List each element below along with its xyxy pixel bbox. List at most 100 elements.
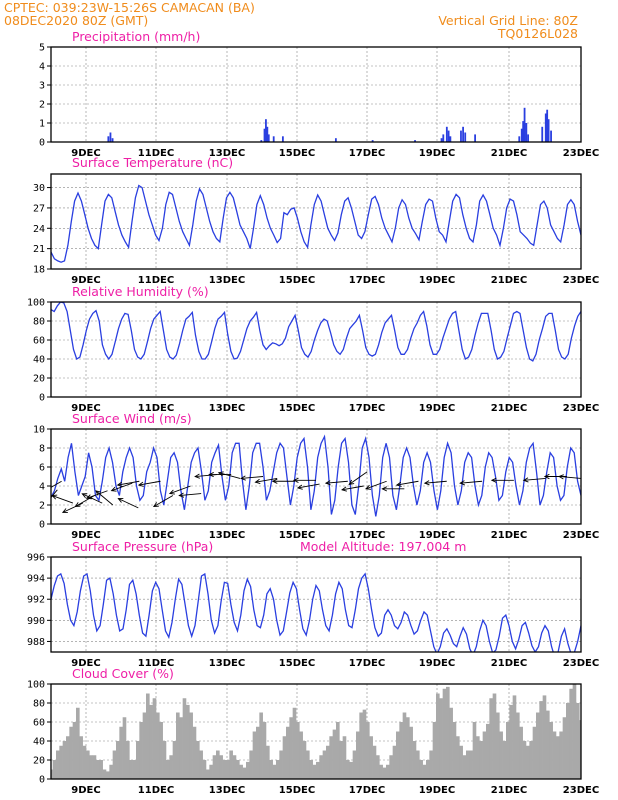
- wind-frame: [50, 428, 582, 525]
- precip-date-label: 13DEC: [209, 148, 245, 159]
- temperature-frame: [50, 173, 582, 270]
- cloud-bar: [559, 731, 563, 779]
- pressure-date-label: 15DEC: [279, 658, 315, 669]
- cloud-bar: [472, 722, 477, 779]
- wind-ytick-label: 2: [39, 501, 45, 512]
- wind-vector: [75, 495, 95, 507]
- pressure-ytick-label: 994: [27, 574, 45, 585]
- wind-ytick-label: 0: [39, 520, 45, 531]
- cloud-bar: [336, 722, 340, 779]
- cloud-bar: [349, 761, 353, 779]
- cloud-bar: [446, 686, 450, 779]
- cloud-bar: [456, 736, 460, 779]
- wind-vector-head: [348, 479, 355, 485]
- cloud-bar: [66, 736, 70, 779]
- pressure-ytick-label: 996: [27, 553, 45, 564]
- cloud-bar: [442, 688, 447, 779]
- cloud-bar: [372, 745, 377, 779]
- wind-vector-head: [271, 478, 278, 484]
- wind-date-label: 23DEC: [563, 530, 599, 541]
- cloud-bar: [532, 726, 537, 779]
- cloud-bar: [419, 760, 423, 779]
- pressure-frame: [50, 556, 582, 653]
- wind-vector-head: [324, 480, 331, 486]
- wind-vector-head: [95, 490, 101, 496]
- precip-bar: [260, 140, 263, 142]
- wind-vector: [82, 493, 103, 504]
- cloud-bar: [182, 698, 187, 779]
- cloud-bar: [492, 693, 497, 779]
- header-location: CPTEC: 039:23W-15:26S CAMACAN (BA): [4, 0, 255, 15]
- humidity-ytick-label: 60: [33, 336, 45, 347]
- wind-vector-head: [137, 481, 144, 487]
- cloud-bar: [86, 750, 90, 779]
- cloud-bar: [526, 745, 530, 779]
- cloud-bar: [246, 761, 250, 779]
- precip-date-label: 17DEC: [349, 148, 385, 159]
- wind-vector-head: [74, 502, 81, 508]
- humidity-date-label: 17DEC: [349, 403, 385, 414]
- precip-bar: [442, 134, 445, 142]
- temperature-date-label: 23DEC: [563, 275, 599, 286]
- pressure-date-label: 21DEC: [491, 658, 527, 669]
- cloud-bar: [312, 764, 317, 779]
- pressure-date-label: 9DEC: [71, 658, 100, 669]
- humidity-ytick-label: 100: [27, 298, 45, 309]
- cloud-bar: [539, 701, 543, 779]
- humidity-panel: Relative Humidity (%) 0 20 40 60 80 100 9DEC 11…: [27, 284, 599, 414]
- humidity-date-label: 9DEC: [71, 403, 100, 414]
- cloud-bar: [269, 760, 273, 779]
- cloud-bar: [329, 736, 333, 779]
- precip-bar: [518, 136, 521, 142]
- cloud-bar: [499, 731, 503, 779]
- cloud-bar: [339, 741, 343, 779]
- cloud-bar: [449, 707, 453, 779]
- cloud-bar: [266, 745, 270, 779]
- cloud-ytick-label: 80: [33, 699, 45, 710]
- cloud-bar: [409, 726, 413, 779]
- cloud-bar: [579, 720, 581, 779]
- cloud-bar: [289, 717, 293, 779]
- cloud-bar: [142, 712, 147, 779]
- wind-date-label: 15DEC: [279, 530, 315, 541]
- precip-bar: [272, 136, 275, 142]
- cloud-bar: [512, 695, 517, 779]
- cloud-bar: [466, 750, 470, 779]
- cloud-bar: [179, 717, 183, 779]
- precip-ytick-label: 4: [39, 62, 45, 73]
- cloud-bar: [469, 750, 473, 779]
- wind-vector-head: [51, 494, 58, 500]
- cloud-bar: [69, 726, 73, 779]
- cloud-bar: [192, 726, 197, 779]
- precip-date-label: 15DEC: [279, 148, 315, 159]
- humidity-ytick-label: 20: [33, 374, 45, 385]
- temperature-date-label: 21DEC: [491, 275, 527, 286]
- header-code: TQ0126L028: [497, 26, 578, 41]
- wind-vector: [51, 489, 58, 499]
- precip-bar: [541, 126, 544, 142]
- precip-bar: [447, 130, 450, 142]
- cloud-bar: [322, 750, 327, 779]
- cloud-bar: [462, 755, 467, 779]
- temperature-series-line: [51, 184, 581, 263]
- cloud-bar: [366, 722, 370, 779]
- cloud-bar: [249, 750, 253, 779]
- wind-vector: [52, 495, 74, 504]
- cloud-bar: [206, 769, 210, 779]
- cloud-bar: [352, 750, 357, 779]
- cloud-bar: [89, 755, 93, 779]
- cloud-bar: [242, 767, 247, 779]
- pressure-ytick-label: 988: [27, 637, 45, 648]
- precip-bar: [111, 138, 114, 142]
- temperature-date-label: 11DEC: [138, 275, 174, 286]
- cloud-bar: [476, 736, 480, 779]
- cloud-bar: [562, 717, 567, 779]
- wind-date-label: 21DEC: [491, 530, 527, 541]
- wind-ytick-label: 8: [39, 444, 45, 455]
- wind-vector: [153, 495, 174, 507]
- wind-vector: [95, 490, 114, 506]
- cloud-bar: [376, 755, 380, 779]
- cloud-bar: [369, 736, 373, 779]
- cloud-bar: [566, 703, 570, 779]
- pressure-date-label: 11DEC: [138, 658, 174, 669]
